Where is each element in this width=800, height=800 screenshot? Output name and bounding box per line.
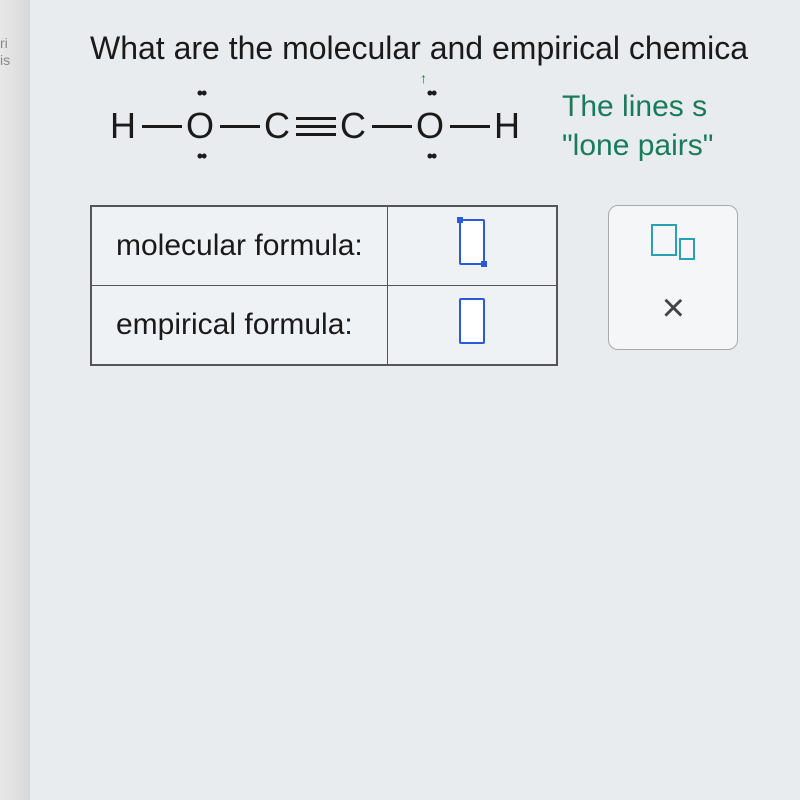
question-prompt: What are the molecular and empirical che…: [90, 30, 800, 67]
subscript-tool-button[interactable]: [651, 224, 695, 256]
subscript-main-box-icon: [651, 224, 677, 256]
atom-o2: O: [416, 105, 446, 147]
triple-bond: [296, 117, 336, 136]
molecular-formula-cell[interactable]: [387, 206, 557, 286]
content-area: What are the molecular and empirical che…: [30, 0, 800, 800]
hint-line-1: The lines s: [562, 87, 713, 126]
bond-4: [372, 125, 412, 128]
left-label-2: is: [0, 52, 10, 69]
table-row: empirical formula:: [91, 286, 557, 366]
empirical-formula-label: empirical formula:: [91, 286, 387, 366]
bond-5: [450, 125, 490, 128]
molecular-formula-input[interactable]: [459, 219, 485, 265]
left-margin-strip: ri is: [0, 0, 30, 800]
atom-h1: H: [110, 105, 138, 147]
molecular-formula-label: molecular formula:: [91, 206, 387, 286]
left-label-1: ri: [0, 35, 10, 52]
empirical-formula-cell[interactable]: [387, 286, 557, 366]
structure-and-hint-row: H O C C O H The lines s "lone pairs": [90, 87, 800, 165]
bond-2: [220, 125, 260, 128]
atom-o1: O: [186, 105, 216, 147]
bond-1: [142, 125, 182, 128]
hint-text: The lines s "lone pairs": [562, 87, 713, 165]
atom-c1: C: [264, 105, 292, 147]
atom-h2: H: [494, 105, 522, 147]
hint-line-2: "lone pairs": [562, 126, 713, 165]
left-margin-labels: ri is: [0, 35, 10, 69]
formula-table: molecular formula: empirical formula:: [90, 205, 558, 366]
subscript-sub-box-icon: [679, 238, 695, 260]
tool-palette: ×: [608, 205, 738, 350]
lewis-structure-diagram: H O C C O H: [90, 105, 522, 147]
clear-button[interactable]: ×: [662, 286, 685, 331]
empirical-formula-input[interactable]: [459, 298, 485, 344]
table-row: molecular formula:: [91, 206, 557, 286]
answer-and-palette-row: molecular formula: empirical formula: ×: [90, 205, 800, 366]
atom-c2: C: [340, 105, 368, 147]
clear-x-icon: ×: [662, 286, 685, 330]
